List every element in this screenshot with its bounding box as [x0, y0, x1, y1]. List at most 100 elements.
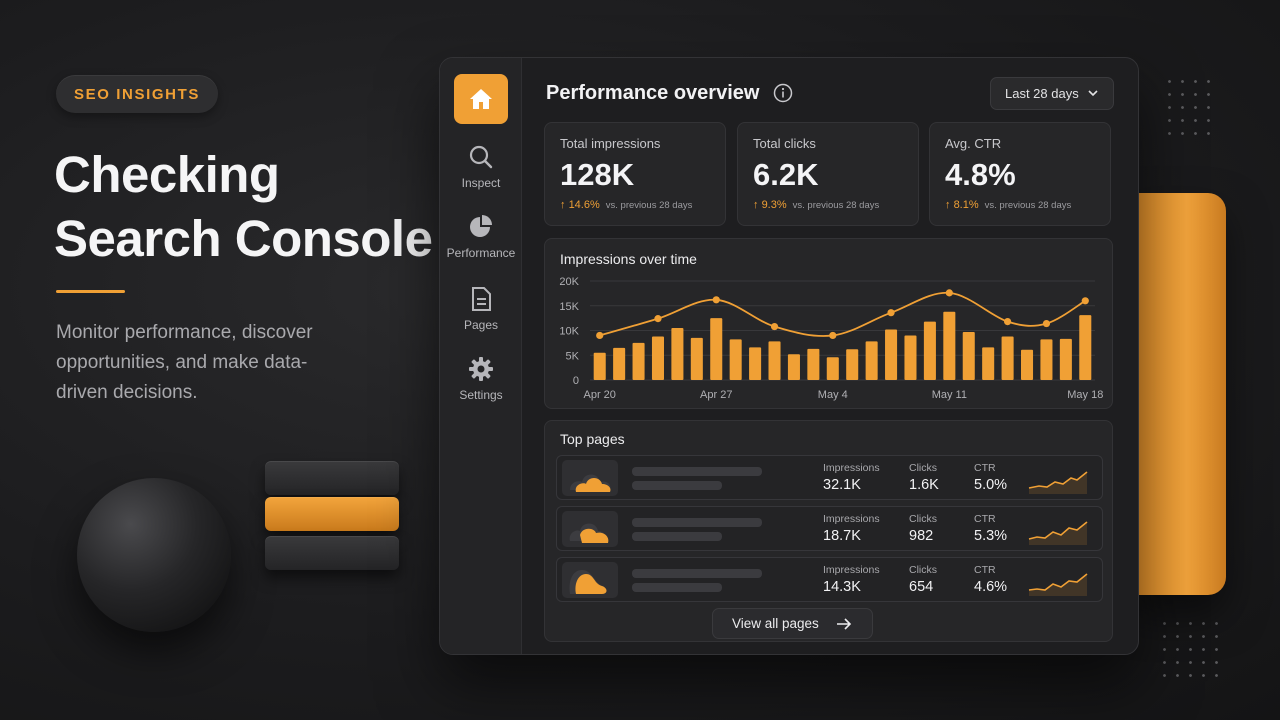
trend-line	[599, 291, 1086, 337]
page-thumbnail-image	[569, 570, 607, 594]
clicks-value: 1.6K	[909, 477, 939, 493]
kpi-delta-value: 14.6%	[568, 199, 600, 211]
view-all-label: View all pages	[732, 616, 819, 631]
search-icon	[469, 145, 493, 169]
y-tick-label: 5K	[566, 350, 580, 362]
hero-title-line-2: Search Console	[54, 210, 433, 267]
decorative-dot-grid	[1163, 75, 1213, 135]
page-url-placeholder	[632, 481, 722, 490]
sidebar-item-label: Pages	[463, 318, 499, 332]
hero-subtitle: Monitor performance, discover opportunit…	[56, 322, 313, 403]
kpi-label: Avg. CTR	[945, 136, 1002, 151]
page-url-placeholder	[632, 583, 722, 592]
impressions-value: 14.3K	[823, 579, 861, 595]
chart-bar	[613, 347, 626, 380]
top-page-row[interactable]: Impressions 14.3K Clicks 654 CTR 4.6%	[556, 557, 1103, 602]
hero-title-line-1: Checking	[54, 146, 280, 203]
decorative-bar-dark	[265, 461, 399, 495]
sparkline	[1028, 471, 1088, 494]
chart-bar	[1040, 339, 1053, 380]
accent-divider	[56, 290, 125, 293]
pie-chart-icon	[470, 215, 492, 237]
x-tick-label: Apr 27	[700, 389, 732, 401]
top-pages-card: Top pages Impressions 32.1K Clicks 1.6K …	[544, 420, 1113, 642]
x-tick-label: Apr 20	[584, 389, 616, 401]
sidebar-item-label: Performance	[446, 246, 516, 260]
impressions-label: Impressions	[823, 462, 880, 474]
arrow-right-icon	[837, 618, 852, 630]
chart-title: Impressions over time	[560, 251, 697, 267]
chart-bar	[923, 321, 936, 380]
document-icon	[472, 287, 491, 311]
chart-bar	[1020, 349, 1034, 380]
x-tick-label: May 11	[932, 389, 967, 401]
chart-bar	[1001, 336, 1014, 380]
clicks-label: Clicks	[909, 564, 937, 576]
x-tick-label: May 4	[818, 389, 848, 401]
decorative-sphere	[77, 478, 231, 632]
sidebar-item-performance[interactable]: Performance	[440, 214, 522, 262]
ctr-value: 5.3%	[974, 528, 1008, 544]
impressions-label: Impressions	[823, 513, 880, 525]
sparkline	[1028, 573, 1088, 596]
sidebar-item-label: Settings	[459, 388, 503, 402]
top-page-row[interactable]: Impressions 32.1K Clicks 1.6K CTR 5.0%	[556, 455, 1103, 500]
chart-bar	[943, 311, 956, 380]
sidebar-item-pages[interactable]: Pages	[440, 286, 522, 334]
kpi-label: Total impressions	[560, 136, 661, 151]
gear-icon	[469, 357, 493, 381]
chart-bar	[593, 352, 606, 380]
kpi-delta: ↑ 9.3% vs. previous 28 days	[753, 199, 880, 211]
chart-bar	[1059, 338, 1072, 380]
home-button[interactable]	[454, 74, 508, 124]
ctr-value: 5.0%	[974, 477, 1008, 493]
page-url-placeholder	[632, 532, 722, 541]
chart-bar	[787, 354, 800, 380]
kpi-label: Total clicks	[753, 136, 816, 151]
ctr-label: CTR	[974, 513, 996, 525]
seo-insights-badge: SEO INSIGHTS	[56, 75, 218, 113]
info-icon[interactable]	[773, 83, 793, 103]
chart-bar	[690, 337, 703, 380]
chart-bar	[768, 341, 781, 380]
sidebar-item-inspect[interactable]: Inspect	[440, 144, 522, 192]
trend-point	[712, 296, 720, 304]
chevron-down-icon	[1088, 90, 1098, 97]
y-tick-label: 0	[573, 375, 579, 387]
page-title-placeholder	[632, 467, 762, 476]
y-tick-label: 10K	[559, 326, 579, 338]
page-thumbnail	[562, 511, 618, 547]
trend-point	[654, 315, 662, 323]
chart-bar	[651, 336, 665, 380]
chart-bar	[729, 339, 742, 380]
impressions-value: 18.7K	[823, 528, 861, 544]
clicks-value: 982	[909, 528, 934, 544]
kpi-compare: vs. previous 28 days	[792, 200, 880, 211]
sidebar-item-settings[interactable]: Settings	[440, 356, 522, 404]
y-tick-label: 15K	[559, 301, 579, 313]
chart-bar	[1079, 315, 1092, 380]
top-page-row[interactable]: Impressions 18.7K Clicks 982 CTR 5.3%	[556, 506, 1103, 551]
decorative-bar-dark	[265, 536, 399, 570]
sparkline	[1028, 521, 1088, 545]
view-all-pages-button[interactable]: View all pages	[712, 608, 873, 639]
trend-point	[1081, 297, 1089, 305]
kpi-value: 128K	[560, 157, 635, 192]
chart-bar	[846, 349, 859, 380]
trend-point	[1042, 319, 1051, 328]
date-range-dropdown[interactable]: Last 28 days	[990, 77, 1114, 110]
page-title-placeholder	[632, 569, 762, 578]
ctr-label: CTR	[974, 564, 996, 576]
impressions-chart: 20K 15K 10K 5K 0 Apr 20 Apr 27 May 4 May 11 May 1…	[559, 276, 1103, 401]
chart-bar	[962, 331, 975, 380]
chart-bar	[632, 342, 645, 380]
chart-bar	[710, 318, 723, 380]
impressions-value: 32.1K	[823, 477, 861, 493]
decorative-dot-grid	[1158, 617, 1228, 677]
page-title-placeholder	[632, 518, 762, 527]
impressions-label: Impressions	[823, 564, 880, 576]
sidebar: Inspect Performance Pages	[440, 58, 522, 654]
chart-bar	[826, 357, 839, 380]
clicks-label: Clicks	[909, 513, 937, 525]
kpi-delta: ↑ 8.1% vs. previous 28 days	[945, 199, 1072, 211]
